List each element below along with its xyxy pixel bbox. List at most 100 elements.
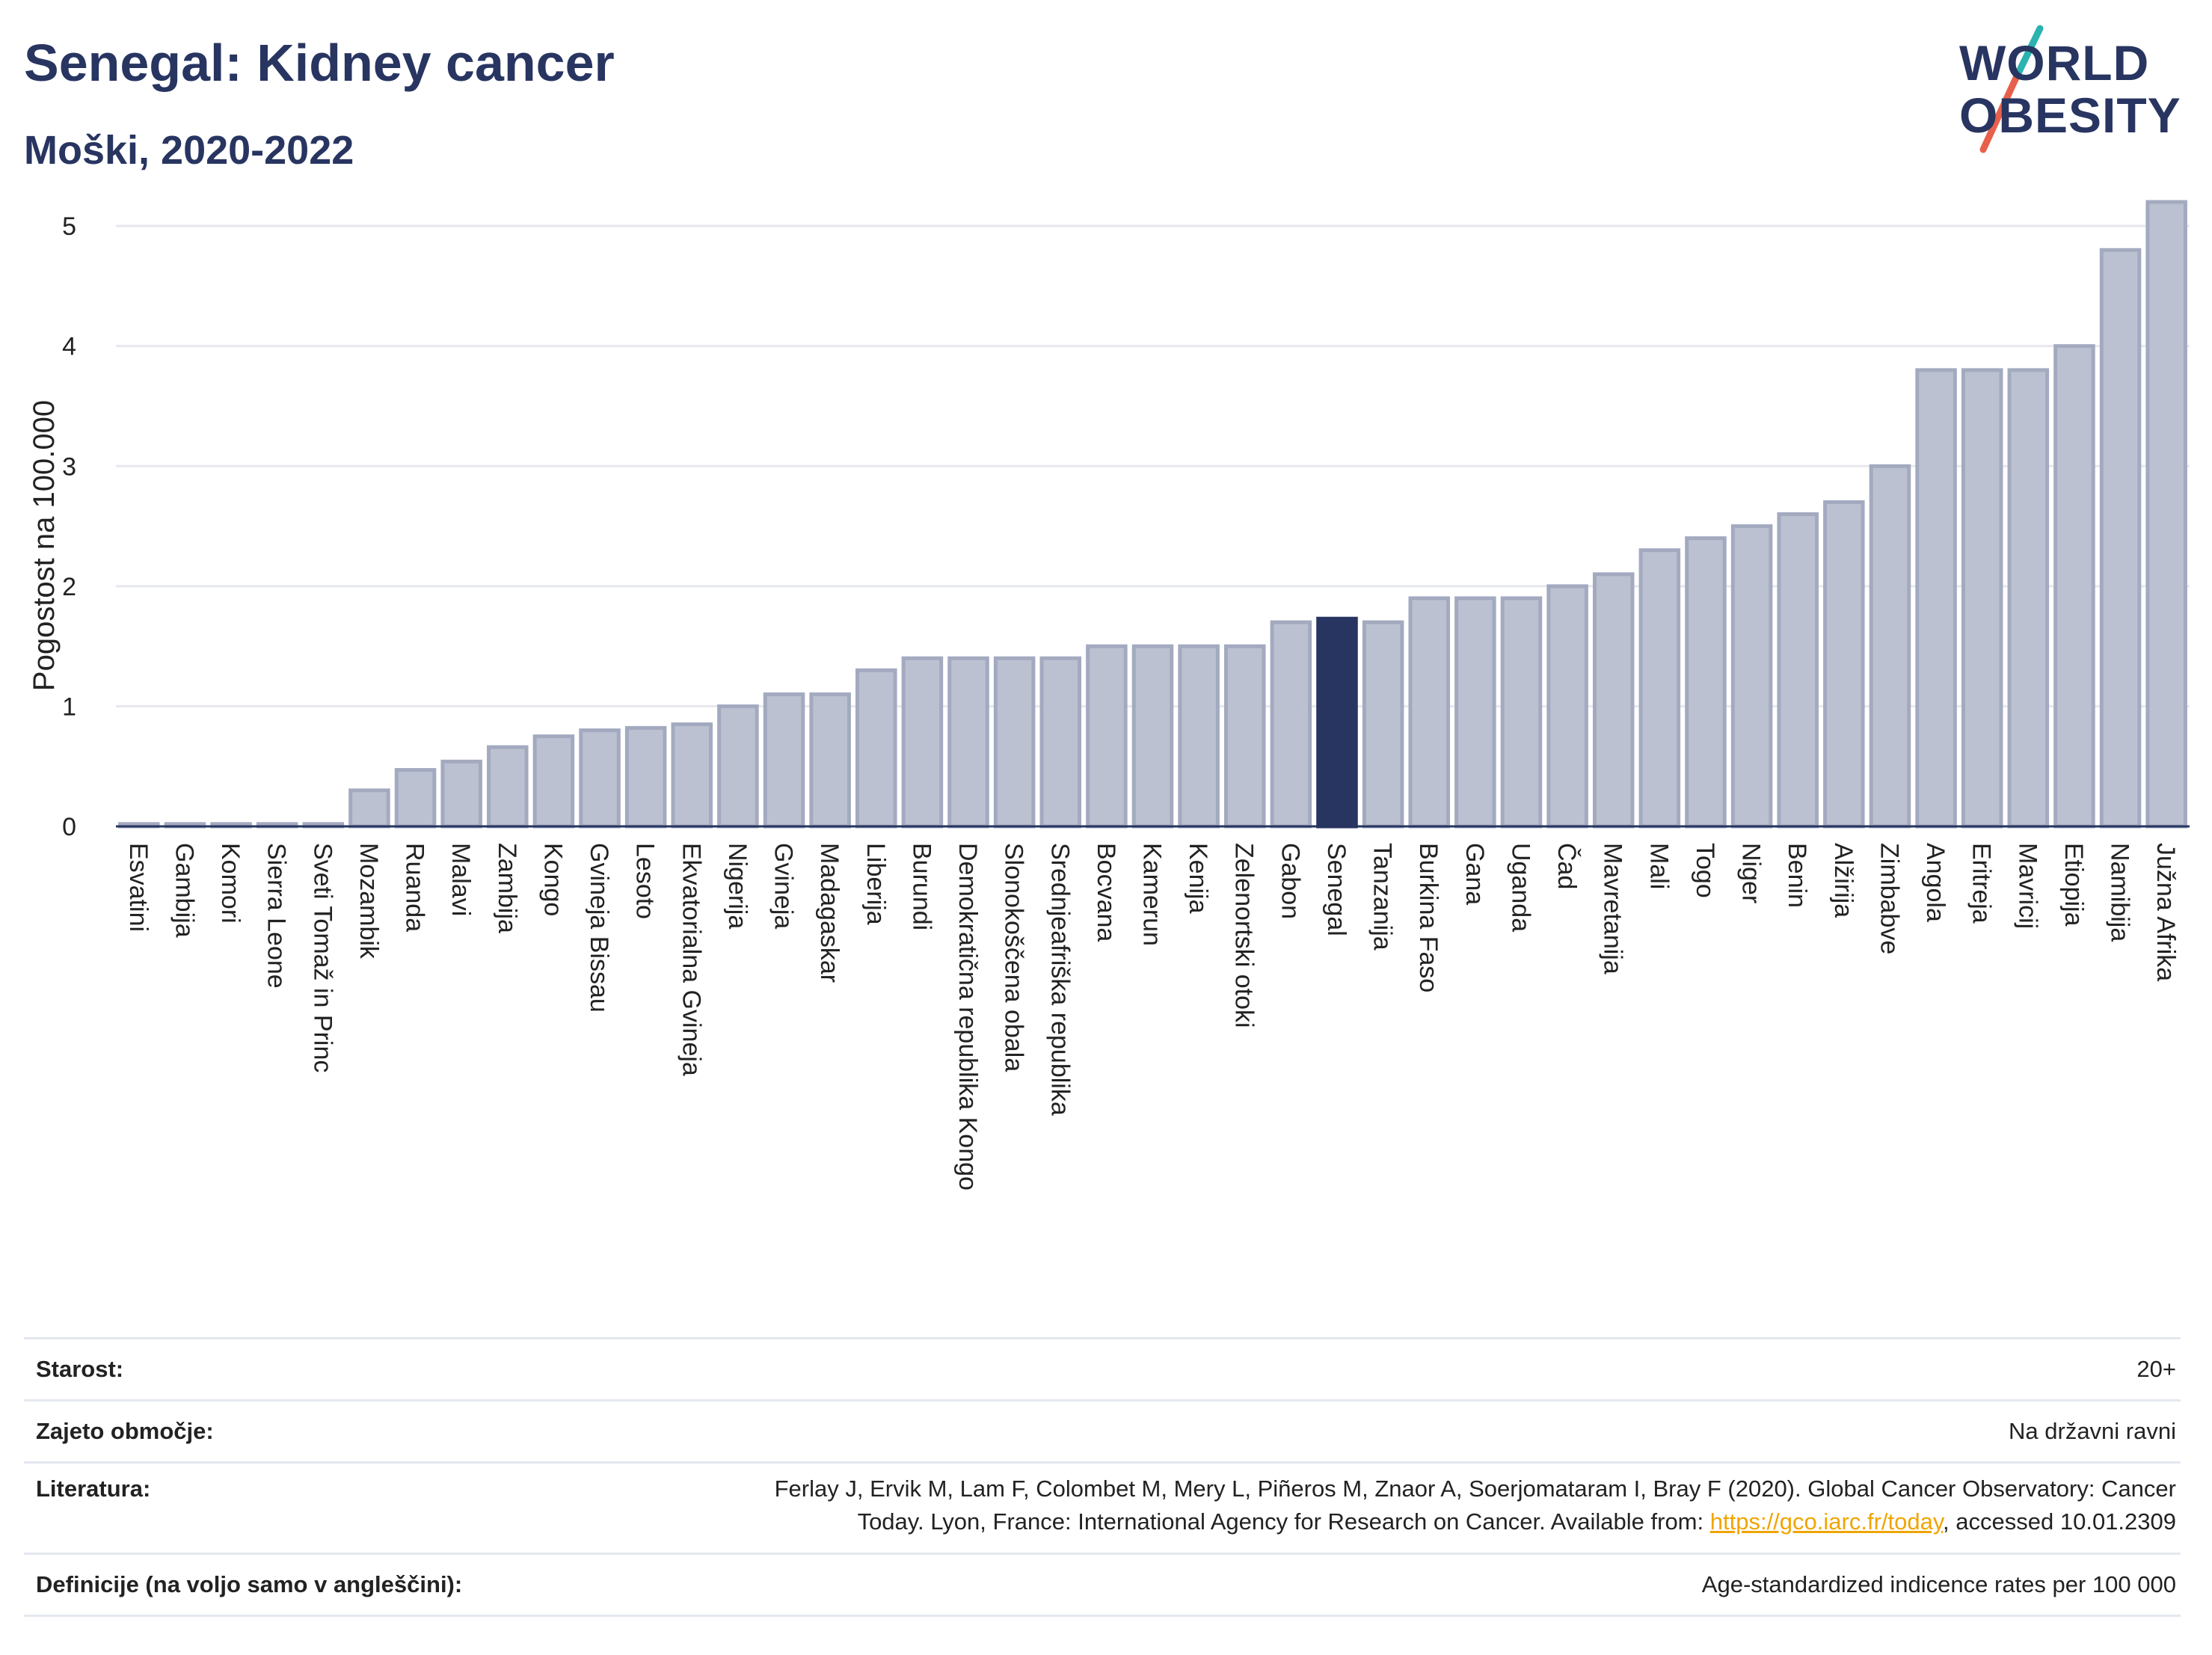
bar-36 (1777, 512, 1819, 829)
x-tick-label: Zambija (493, 843, 521, 933)
bar-5 (348, 788, 390, 829)
y-tick-label: 4 (62, 333, 76, 361)
age-value: 20+ (2136, 1356, 2176, 1382)
x-tick-label: Togo (1691, 843, 1719, 898)
bar-19 (993, 656, 1036, 829)
y-tick-label: 2 (62, 573, 76, 601)
y-tick-label: 5 (62, 212, 76, 241)
x-tick-label: Lesoto (631, 843, 660, 919)
bar-11 (624, 725, 667, 829)
world-obesity-logo: WORLD OBESITY (1944, 22, 2199, 157)
x-tick-label: Srednjeafriška republika (1045, 843, 1074, 1116)
x-tick-label: Južna Afrika (2151, 843, 2180, 981)
x-tick-label: Etiopija (2059, 843, 2088, 927)
bar-28 (1408, 596, 1450, 829)
x-tick-label: Mavricij (2013, 843, 2042, 929)
reference-line1: Ferlay J, Ervik M, Lam F, Colombet M, Me… (774, 1476, 2176, 1502)
x-tick-label: Bocvana (1092, 843, 1120, 942)
x-tick-label: Liberija (861, 843, 890, 925)
definitions-value: Age-standardized indicence rates per 100… (1701, 1571, 2176, 1597)
age-label: Starost: (36, 1356, 124, 1382)
logo-slash-icon (1979, 25, 2044, 153)
x-tick-label: Slonokoščena obala (1000, 843, 1028, 1072)
x-tick-label: Zelenortski otoki (1230, 843, 1259, 1028)
x-tick-label: Ruanda (401, 843, 429, 932)
x-tick-label: Esvatini (124, 843, 153, 932)
chart-subtitle: Moški, 2020-2022 (24, 128, 354, 173)
x-tick-label: Senegal (1322, 843, 1351, 936)
y-tick-label: 3 (62, 452, 76, 481)
bar-16 (855, 668, 897, 829)
y-tick-label: 1 (62, 693, 76, 721)
reference-link[interactable]: https://gco.iarc.fr/today (1709, 1508, 1944, 1535)
x-tick-label: Kenija (1184, 843, 1212, 914)
coverage-label: Zajeto območje: (36, 1418, 214, 1444)
meta-row-age: Starost: 20+ (24, 1337, 2181, 1399)
x-tick-label: Nigerija (723, 843, 752, 929)
reference-line2-pre: Today. Lyon, France: International Agenc… (857, 1508, 1710, 1535)
x-tick-label: Čad (1552, 843, 1581, 889)
x-tick-label: Gvineja (769, 843, 798, 929)
bar-40 (1961, 368, 2003, 829)
meta-row-definitions: Definicije (na voljo samo v angleščini):… (24, 1553, 2181, 1617)
bar-31 (1546, 584, 1588, 829)
bar-12 (671, 722, 713, 829)
x-tick-label: Eritreja (1967, 843, 1996, 924)
bar-44 (2145, 200, 2187, 829)
bar-43 (2099, 248, 2142, 829)
y-tick-label: 0 (62, 813, 76, 841)
bar-chart: 0 1 2 3 4 5 Pogostost na 100.000 Esvatini Gambij… (28, 200, 2190, 1191)
x-tick-label: Gana (1460, 843, 1489, 905)
bar-27 (1362, 620, 1404, 829)
bar-15 (809, 692, 851, 829)
bar-8 (487, 745, 529, 829)
bar-25 (1270, 620, 1312, 829)
x-tick-label: Sveti Tomaž in Princ (308, 843, 337, 1072)
x-tick-label: Demokratična republika Kongo (953, 843, 982, 1191)
x-tick-label: Komori (216, 843, 245, 924)
x-tick-label: Alžirija (1829, 843, 1858, 918)
bar-30 (1500, 596, 1543, 829)
bar-21 (1086, 644, 1128, 829)
x-tick-label: Burundi (907, 843, 936, 930)
bar-24 (1223, 644, 1266, 829)
bar-42 (2053, 344, 2095, 829)
bar-32 (1592, 572, 1635, 829)
x-tick-label: Ekvatorialna Gvineja (677, 843, 705, 1076)
x-tick-label: Benin (1783, 843, 1811, 908)
x-tick-label: Mozambik (354, 843, 383, 959)
bar-17 (901, 656, 944, 829)
chart-title: Senegal: Kidney cancer (24, 34, 615, 92)
x-tick-label: Madagaskar (815, 843, 844, 983)
bar-7 (440, 759, 482, 829)
reference-value: Ferlay J, Ervik M, Lam F, Colombet M, Me… (775, 1473, 2181, 1538)
x-tick-label: Tanzanija (1368, 843, 1397, 951)
metadata-table: Starost: 20+ Zajeto območje: Na državni … (24, 1337, 2181, 1617)
x-tick-label: Namibija (2106, 843, 2134, 942)
bar-29 (1454, 596, 1496, 829)
reference-label: Literatura: (36, 1476, 151, 1502)
bar-13 (717, 704, 759, 829)
x-tick-label: Malavi (446, 843, 475, 916)
x-tick-label: Mali (1644, 843, 1673, 889)
x-tick-label: Niger (1737, 843, 1766, 903)
bar-22 (1131, 644, 1174, 829)
bar-34 (1685, 536, 1727, 829)
x-tick-label: Sierra Leone (262, 843, 291, 989)
x-tick-label: Kamerun (1138, 843, 1167, 946)
x-tick-label: Kongo (538, 843, 567, 916)
x-tick-label: Burkina Faso (1414, 843, 1443, 992)
bar-35 (1730, 524, 1773, 829)
x-tick-label: Gambija (170, 843, 198, 938)
reference-line2-post: , accessed 10.01.2309 (1943, 1508, 2176, 1535)
x-tick-label: Zimbabve (1875, 843, 1903, 954)
meta-row-reference: Literatura: Ferlay J, Ervik M, Lam F, Co… (24, 1461, 2181, 1553)
bar-14 (763, 692, 805, 829)
x-tick-label: Gabon (1276, 843, 1304, 919)
bar-39 (1915, 368, 1957, 829)
coverage-value: Na državni ravni (2009, 1418, 2176, 1444)
bar-38 (1869, 464, 1911, 829)
bar-41 (2007, 368, 2050, 829)
x-tick-label: Gvineja Bissau (585, 843, 613, 1013)
bar-20 (1039, 656, 1082, 829)
